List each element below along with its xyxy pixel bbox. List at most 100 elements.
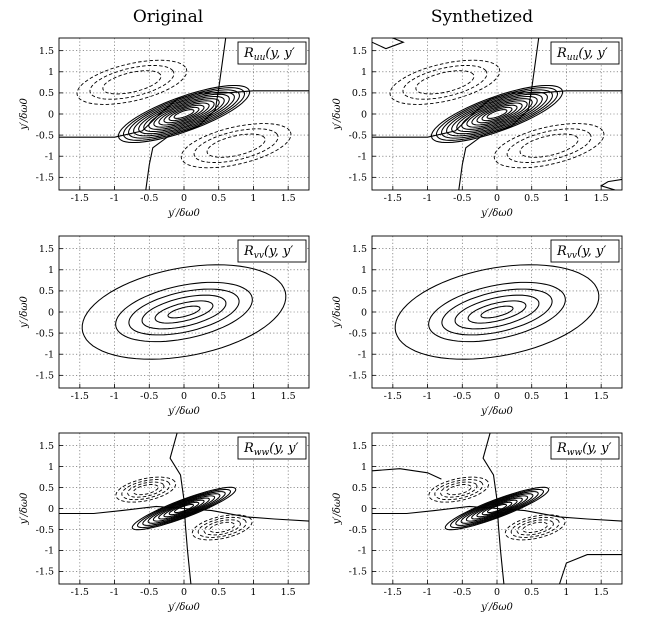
contour-positive xyxy=(441,89,553,139)
panel-ww-synthetized: -1.5 -1 -0.5 0 0.5 1 1.5 -1.5 -1 -0.5 0 0.5 1 1.5 y′/δ… xyxy=(332,432,623,613)
y-tick-label: 0 xyxy=(361,307,367,318)
panel-label-sub: uu xyxy=(567,53,579,63)
contour-negative xyxy=(102,70,162,95)
x-tick-label: -0.5 xyxy=(140,587,158,598)
grid-lines xyxy=(372,236,622,388)
x-axis-label: y′/δω0 xyxy=(167,602,200,613)
y-tick-label: -1 xyxy=(45,152,54,163)
contour-negative xyxy=(209,521,235,533)
contour-negative xyxy=(203,519,241,536)
x-tick-label: -0.5 xyxy=(453,193,471,204)
contour-negative xyxy=(180,123,292,169)
x-tick-label: 0 xyxy=(494,193,500,204)
contour-positive xyxy=(428,281,566,343)
y-tick-label: -1.5 xyxy=(36,173,54,184)
y-tick-label: 0 xyxy=(48,109,54,120)
contour-negative xyxy=(115,476,177,503)
y-tick-label: -0.5 xyxy=(36,130,54,141)
contour-positive xyxy=(163,104,205,124)
contour-positive xyxy=(142,491,226,526)
y-tick-label: 0 xyxy=(48,307,54,318)
panel-label-main: R xyxy=(243,441,254,456)
contour-positive xyxy=(115,281,253,343)
x-tick-label: 1 xyxy=(250,587,256,598)
x-tick-label: 0.5 xyxy=(524,193,539,204)
panel-label-main: R xyxy=(556,441,567,456)
contour-positive xyxy=(152,495,216,522)
y-tick-label: 1.5 xyxy=(39,46,54,57)
panel-label: Rvv(y, y′ xyxy=(243,244,293,261)
y-tick-label: -1.5 xyxy=(36,567,54,578)
panel-label-args: (y, y′ xyxy=(582,441,611,456)
contour-negative xyxy=(522,521,548,533)
contour-zero xyxy=(458,38,540,190)
contour-positive xyxy=(128,288,240,336)
panel-vv-original: -1.5 -1 -0.5 0 0.5 1 1.5 -1.5 -1 -0.5 0 0.5 1 1.5 y′/δ… xyxy=(19,235,310,417)
x-tick-label: 0 xyxy=(494,391,500,402)
contour-lines xyxy=(372,433,622,584)
contour-positive xyxy=(461,98,533,130)
y-axis-label: y′/δω0 xyxy=(19,97,30,130)
contour-positive xyxy=(471,102,523,126)
grid-lines xyxy=(59,38,309,190)
contour-positive xyxy=(167,305,201,319)
contour-positive xyxy=(486,503,508,514)
y-axis-label: y′/δω0 xyxy=(332,295,343,328)
y-tick-label: -0.5 xyxy=(36,525,54,536)
contour-negative xyxy=(133,484,159,496)
panel-label: Rww(y, y′ xyxy=(556,441,612,458)
contour-positive xyxy=(141,294,227,330)
y-tick-label: 1.5 xyxy=(352,46,367,57)
x-axis-label: y′/δω0 xyxy=(480,602,513,613)
column-title-synthetized: Synthetized xyxy=(431,7,533,27)
panel-label-args: (y, y′ xyxy=(269,441,298,456)
panel-vv-synthetized: -1.5 -1 -0.5 0 0.5 1 1.5 -1.5 -1 -0.5 0 0.5 1 1.5 y′/δ… xyxy=(332,235,623,417)
x-tick-label: 1 xyxy=(250,391,256,402)
y-tick-label: -0.5 xyxy=(349,328,367,339)
contour-negative xyxy=(402,65,488,100)
contour-positive xyxy=(147,493,221,524)
x-tick-label: -1 xyxy=(423,193,432,204)
contour-positive xyxy=(486,109,508,119)
contour-positive xyxy=(467,300,527,324)
x-tick-label: -1.5 xyxy=(71,587,89,598)
contour-positive xyxy=(466,100,528,128)
x-tick-label: -1.5 xyxy=(384,391,402,402)
y-tick-label: 0.5 xyxy=(352,286,367,297)
contour-positive xyxy=(136,488,232,529)
contour-negative xyxy=(428,476,490,503)
contour-positive xyxy=(128,89,240,139)
contour-lines xyxy=(81,264,287,360)
x-tick-label: -0.5 xyxy=(453,587,471,598)
contour-negative xyxy=(504,514,566,541)
contour-positive xyxy=(158,102,210,126)
y-tick-label: 1.5 xyxy=(352,244,367,255)
y-axis-label: y′/δω0 xyxy=(19,295,30,328)
x-tick-label: 0 xyxy=(181,587,187,598)
contour-negative xyxy=(89,65,175,100)
contour-positive xyxy=(449,488,545,529)
contour-positive xyxy=(122,87,246,141)
x-tick-label: -1.5 xyxy=(71,193,89,204)
contour-negative xyxy=(121,479,171,501)
y-tick-label: 0.5 xyxy=(39,88,54,99)
contour-zero xyxy=(372,38,405,50)
contour-positive xyxy=(394,264,600,360)
y-tick-label: 1.5 xyxy=(39,244,54,255)
x-tick-label: 0.5 xyxy=(211,587,226,598)
panel-label-main: R xyxy=(243,46,254,61)
x-tick-label: -1 xyxy=(110,587,119,598)
contour-positive xyxy=(430,84,564,144)
x-tick-label: 1.5 xyxy=(281,391,296,402)
x-axis-label: y′/δω0 xyxy=(167,208,200,219)
panel-label-main: R xyxy=(556,244,567,259)
y-tick-label: -1.5 xyxy=(349,173,367,184)
contour-negative xyxy=(76,59,188,105)
x-tick-label: 0.5 xyxy=(211,193,226,204)
panel-label-main: R xyxy=(556,46,567,61)
y-tick-label: 1.5 xyxy=(352,441,367,452)
contour-zero xyxy=(372,468,442,480)
contour-negative xyxy=(191,514,253,541)
panel-label-args: (y, y′ xyxy=(577,244,606,259)
y-tick-label: -1.5 xyxy=(349,567,367,578)
